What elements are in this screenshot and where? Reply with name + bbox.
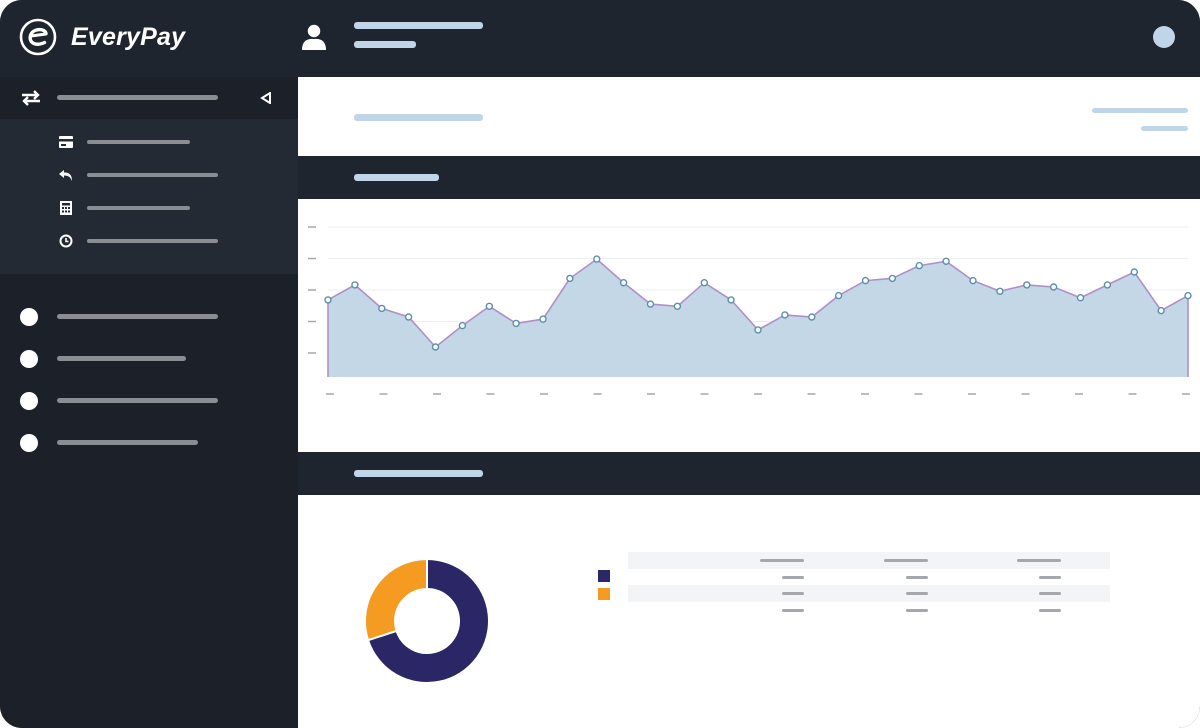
data-point [781,311,789,319]
data-point [673,302,682,311]
table-cell [782,609,804,612]
caret-left-icon[interactable] [260,92,272,104]
column-header [760,559,804,562]
chart-section-title [354,174,439,181]
data-point [404,313,413,321]
sidebar-group-label [57,95,218,100]
sidebar-subitem-label [87,239,218,243]
data-point [324,296,332,304]
table-cell [906,609,928,612]
sidebar-subitem-label [87,140,190,144]
sidebar [0,77,298,728]
area-fill [328,259,1188,377]
data-point [700,278,708,287]
sidebar-item-label [57,440,198,445]
data-point [1023,281,1031,289]
sidebar-group-transactions [0,77,298,274]
data-point [861,276,870,285]
donut-section-header [298,452,1200,495]
data-point [512,319,520,328]
table-cell [906,576,928,579]
nav-dot-icon [20,392,38,410]
data-point [1184,291,1192,300]
chart-section-header [298,156,1200,199]
clock-icon [59,234,73,248]
table-cell [782,576,804,579]
donut-section-title [354,470,483,477]
data-point [539,315,547,323]
sidebar-subitem-label [87,173,218,177]
data-point [351,281,359,289]
table-row [628,585,1110,602]
data-point [915,261,923,270]
data-point [1157,306,1165,315]
table-cell [1039,592,1061,595]
donut-slice-primary [366,557,490,684]
donut-slice-secondary [364,557,428,642]
calculator-icon [60,201,72,215]
page-meta-primary [1092,108,1188,113]
data-point [727,296,735,304]
brand-logo[interactable]: EveryPay [19,18,199,58]
data-point [996,287,1004,296]
data-point [808,313,816,321]
data-point [1130,268,1138,276]
transfer-arrows-icon [22,90,40,106]
everypay-logo-icon [19,18,57,56]
data-point [485,302,494,311]
sidebar-group-header[interactable] [0,77,298,119]
data-point [942,257,950,265]
data-point [834,291,843,300]
page-title [354,114,483,121]
data-point [566,274,574,283]
area-chart [298,199,1200,452]
legend-swatch-secondary [598,588,610,600]
sidebar-subitem-label [87,206,190,210]
data-point [1103,281,1112,289]
top-bar: EveryPay [0,0,1200,77]
data-point [646,300,655,308]
data-point [458,321,467,330]
credit-card-icon [59,136,73,148]
legend-swatch-primary [598,570,610,582]
table-cell [1039,609,1061,612]
main-content [298,77,1200,728]
avatar[interactable] [1153,26,1175,48]
donut-chart-svg [364,557,490,684]
column-header [1017,559,1061,562]
data-point [593,255,601,263]
user-name-placeholder [354,22,483,29]
user-role-placeholder [354,41,416,48]
nav-dot-icon [20,308,38,326]
data-point [969,276,977,285]
table-cell [1039,576,1061,579]
area-chart-svg [308,226,1192,395]
sidebar-item-label [57,398,218,403]
data-point [1076,293,1085,302]
data-point [1049,283,1058,291]
data-point [431,343,440,351]
data-point [888,274,897,283]
brand-name: EveryPay [71,23,186,51]
page-meta-secondary [1141,126,1188,131]
data-point [378,304,386,313]
data-point [754,326,762,334]
column-header [884,559,928,562]
sidebar-item-label [57,314,218,319]
data-point [619,278,628,287]
nav-dot-icon [20,434,38,452]
sidebar-item-label [57,356,186,361]
user-icon[interactable] [300,22,328,52]
reply-arrow-icon [59,170,72,181]
table-header-row [628,552,1110,569]
page-header [298,77,1200,156]
table-row [628,602,1110,619]
table-cell [906,592,928,595]
nav-dot-icon [20,350,38,368]
table-cell [782,592,804,595]
table-row [628,569,1110,586]
